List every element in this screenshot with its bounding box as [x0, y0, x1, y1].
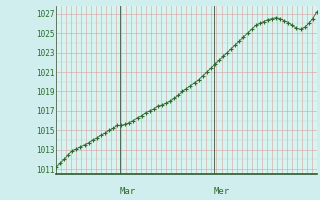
Text: Mer: Mer [214, 187, 230, 196]
Text: Mar: Mar [120, 187, 136, 196]
